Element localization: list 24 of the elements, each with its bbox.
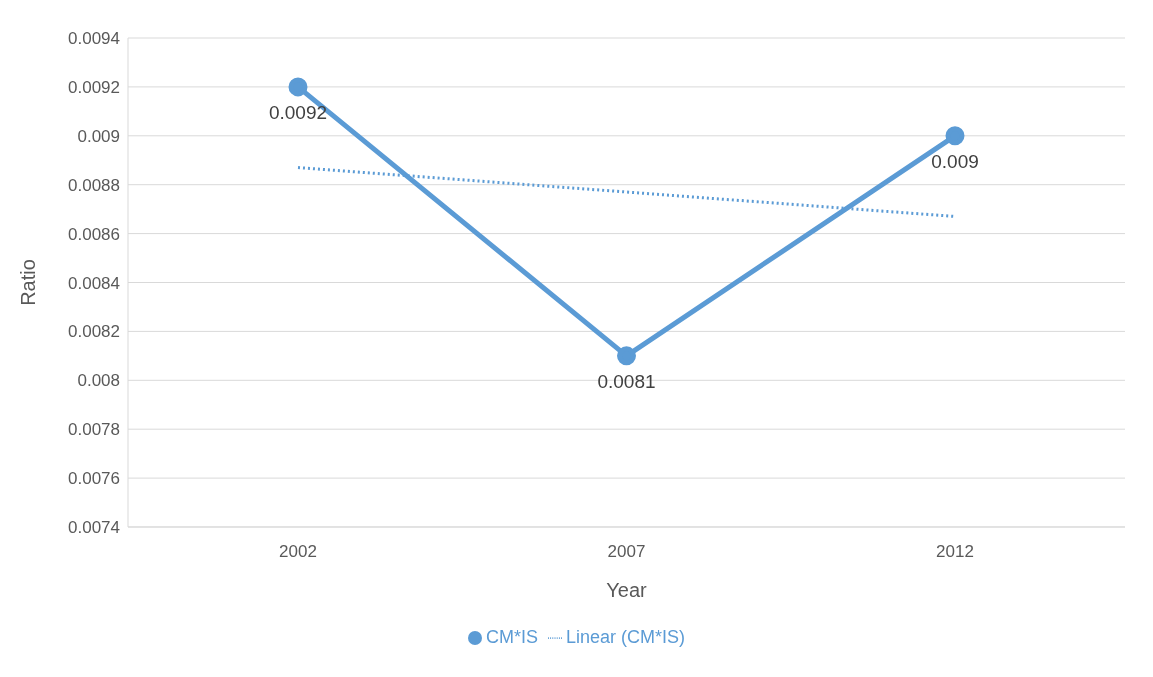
legend-label: CM*IS bbox=[485, 627, 538, 647]
y-tick-label: 0.0078 bbox=[68, 420, 120, 440]
data-label: 0.0081 bbox=[597, 370, 656, 392]
y-tick-label: 0.0094 bbox=[68, 29, 120, 49]
y-axis-title: Ratio bbox=[17, 259, 40, 306]
point bbox=[617, 346, 636, 366]
y-tick-label: 0.0082 bbox=[68, 322, 120, 342]
y-tick-label: 0.0092 bbox=[68, 77, 120, 97]
y-tick-label: 0.0084 bbox=[68, 273, 120, 293]
point bbox=[945, 126, 965, 146]
x-tick-label: 2002 bbox=[279, 542, 317, 562]
x-tick-label: 2007 bbox=[607, 542, 646, 562]
y-tick-label: 0.009 bbox=[77, 126, 120, 146]
y-tick-label: 0.008 bbox=[77, 371, 120, 391]
x-tick-label: 2012 bbox=[936, 542, 974, 562]
y-tick-label: 0.0076 bbox=[68, 469, 120, 489]
y-tick-label: 0.0088 bbox=[68, 175, 120, 195]
data-label: 0.009 bbox=[931, 150, 979, 172]
y-tick-label: 0.0074 bbox=[68, 518, 120, 538]
data-label: 0.0092 bbox=[268, 101, 328, 123]
y-tick-label: 0.0086 bbox=[68, 224, 120, 244]
x-axis-title: Year bbox=[606, 579, 648, 601]
legend-label: Linear (CM*IS) bbox=[565, 627, 686, 647]
point bbox=[288, 77, 308, 97]
